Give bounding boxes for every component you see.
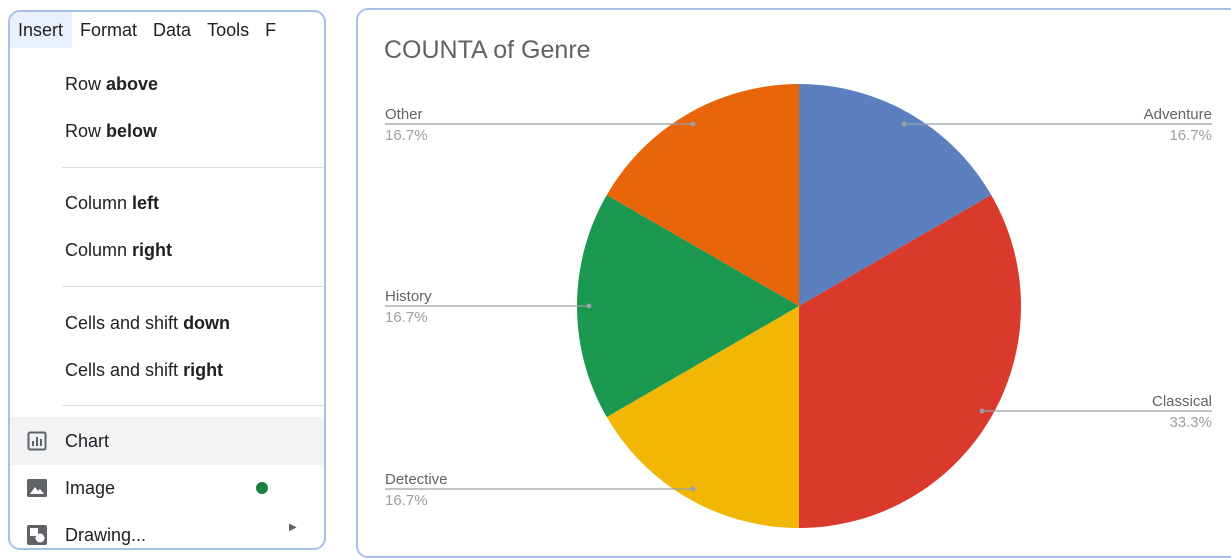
menu-item-label: Chart	[65, 430, 110, 451]
slice-percent-history: 16.7%	[385, 309, 428, 326]
menu-divider	[62, 405, 324, 406]
menu-insert[interactable]: Insert	[10, 12, 73, 48]
new-feature-dot	[256, 482, 268, 494]
menu-item-label: Drawing...	[65, 524, 147, 545]
chart-icon	[27, 431, 47, 451]
pie-slice-detective[interactable]	[606, 306, 799, 528]
menu-item-chart[interactable]: Chart	[10, 417, 324, 465]
menu-item-label: Row below	[65, 120, 158, 141]
leader-dot-classical	[979, 408, 985, 414]
pie-slice-history[interactable]	[577, 195, 799, 417]
chart-title: COUNTA of Genre	[384, 36, 591, 64]
slice-percent-adventure: 16.7%	[1169, 127, 1212, 144]
menu-item-column-right[interactable]: Column right	[10, 227, 324, 273]
menu-item-label: Cells and shift right	[65, 359, 224, 380]
menu-item-label: Row above	[65, 73, 159, 94]
menu-item-row-below[interactable]: Row below	[10, 108, 324, 154]
slice-label-other: Other	[385, 106, 423, 123]
slice-label-history: History	[385, 288, 432, 305]
pie-slice-classical[interactable]	[799, 195, 1021, 528]
pie-slice-other[interactable]	[606, 84, 799, 306]
slice-percent-other: 16.7%	[385, 127, 428, 144]
slice-label-adventure: Adventure	[1144, 106, 1212, 123]
submenu-arrow-icon: ▶	[289, 522, 297, 533]
slice-label-detective: Detective	[385, 471, 448, 488]
leader-dot-history	[586, 303, 592, 309]
insert-menu-panel: Insert Format Data Tools F Row above Row…	[8, 10, 326, 550]
menu-item-label: Column right	[65, 239, 173, 260]
slice-percent-detective: 16.7%	[385, 492, 428, 509]
menu-item-label: Column left	[65, 192, 160, 213]
menu-truncated[interactable]: F	[265, 20, 277, 40]
menu-tools[interactable]: Tools	[207, 20, 250, 40]
drawing-icon	[27, 525, 47, 545]
slice-label-classical: Classical	[1152, 393, 1212, 410]
menu-item-cells-shift-right[interactable]: Cells and shift right	[10, 347, 324, 393]
menu-item-column-left[interactable]: Column left	[10, 180, 324, 226]
pie-slice-adventure[interactable]	[799, 84, 992, 306]
menu-divider	[62, 286, 324, 287]
leader-dot-other	[690, 121, 696, 127]
slice-percent-classical: 33.3%	[1169, 414, 1212, 431]
menu-data[interactable]: Data	[153, 20, 192, 40]
menu-item-row-above[interactable]: Row above	[10, 61, 324, 107]
menu-item-label: Image	[65, 477, 116, 498]
menu-format[interactable]: Format	[80, 20, 138, 40]
menu-item-image[interactable]: Image	[10, 465, 324, 511]
menu-item-label: Cells and shift down	[65, 312, 231, 333]
leader-dot-detective	[690, 486, 696, 492]
menubar: Insert Format Data Tools F	[10, 12, 324, 48]
menu-item-drawing[interactable]: Drawing... ▶	[10, 512, 324, 548]
menu-divider	[62, 167, 324, 168]
menu-item-cells-shift-down[interactable]: Cells and shift down	[10, 300, 324, 346]
leader-dot-adventure	[901, 121, 907, 127]
image-icon	[27, 479, 47, 497]
